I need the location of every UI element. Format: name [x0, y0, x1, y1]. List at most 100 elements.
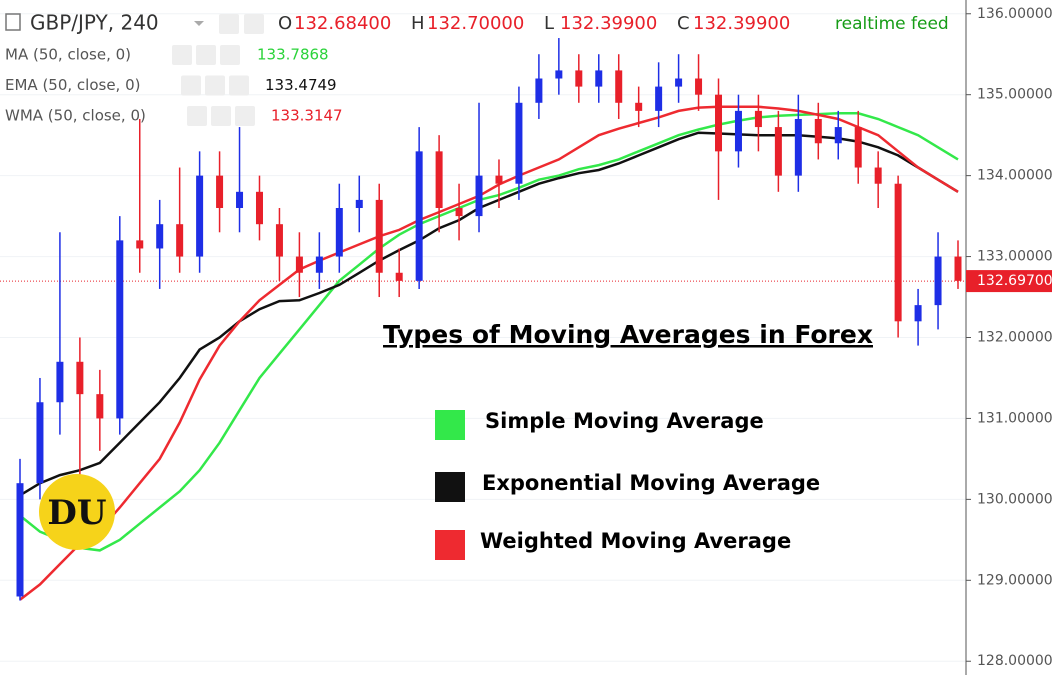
- logo-text: DU: [47, 493, 106, 533]
- feed-label: realtime feed: [835, 14, 949, 34]
- ohlc-value: 132.39900: [693, 13, 790, 34]
- candle-body: [555, 70, 563, 79]
- candle-body: [156, 224, 164, 249]
- y-tick-label: 134.00000: [977, 168, 1052, 184]
- candle-body: [734, 110, 742, 152]
- ohlc-label: C: [677, 13, 690, 34]
- candle-body: [834, 127, 842, 144]
- candle-body: [715, 94, 723, 152]
- candle-body: [695, 78, 703, 95]
- candle-body: [615, 70, 623, 103]
- ma-line: [19, 112, 959, 552]
- eye-icon[interactable]: [219, 14, 239, 34]
- indicator-name: WMA (50, close, 0): [5, 107, 146, 125]
- legend-label: Weighted Moving Average: [480, 529, 791, 553]
- indicator-reading: 133.4749: [265, 76, 337, 94]
- candle-body: [635, 102, 643, 111]
- candle-body: [655, 86, 663, 111]
- candle-body: [515, 102, 523, 184]
- price-axis: 128.00000 129.00000 130.00000 131.00000 132.…: [966, 6, 1052, 669]
- candle-body: [495, 175, 503, 184]
- candle-body: [794, 118, 802, 176]
- candle-body: [575, 70, 583, 87]
- candle-body: [914, 305, 922, 322]
- indicator-icon[interactable]: [211, 106, 231, 126]
- indicator-icon[interactable]: [205, 75, 225, 96]
- candle-body: [136, 240, 144, 249]
- candle-body: [56, 361, 64, 403]
- chart-title: Types of Moving Averages in Forex: [383, 320, 873, 349]
- indicator-icon[interactable]: [235, 106, 255, 126]
- candle-body: [375, 199, 383, 273]
- ohlc-value: 132.68400: [294, 13, 391, 34]
- ohlc-label: O: [278, 13, 292, 34]
- indicator-icon[interactable]: [196, 45, 216, 65]
- candle-body: [934, 256, 942, 306]
- dropdown-arrow[interactable]: [194, 21, 204, 26]
- symbol: GBP/JPY, 240: [30, 11, 159, 35]
- legend-swatch: [435, 410, 465, 440]
- y-tick-label: 131.00000: [977, 410, 1052, 426]
- candle-body: [415, 151, 423, 281]
- header: GBP/JPY, 240 realtime feed O 132.68400 H 13…: [5, 11, 949, 35]
- candle-body: [854, 127, 862, 168]
- legend-label: Simple Moving Average: [485, 409, 764, 433]
- indicator-icon[interactable]: [172, 45, 192, 65]
- candle-body: [874, 167, 882, 184]
- collapse-icon[interactable]: [5, 13, 21, 31]
- candle-body: [595, 70, 603, 87]
- candle-body: [814, 118, 822, 144]
- indicator-name: EMA (50, close, 0): [5, 76, 141, 94]
- candle-body: [236, 191, 244, 209]
- indicator-reading: 133.7868: [257, 46, 329, 64]
- candle-body: [36, 402, 44, 484]
- y-tick-label: 130.00000: [977, 491, 1052, 507]
- candle-body: [255, 191, 263, 225]
- y-tick-label: 136.00000: [977, 6, 1052, 22]
- candle-body: [76, 361, 84, 395]
- candle-body: [894, 183, 902, 322]
- ohlc-label: H: [411, 13, 425, 34]
- candle-body: [535, 78, 543, 103]
- candle-body: [754, 110, 762, 128]
- ohlc-value: 132.39900: [560, 13, 657, 34]
- y-tick-label: 128.00000: [977, 653, 1052, 669]
- legend: Simple Moving Average Exponential Moving …: [435, 409, 820, 560]
- indicator-icon[interactable]: [181, 75, 201, 96]
- candle-body: [675, 78, 683, 87]
- candle-body: [315, 256, 323, 273]
- candles: [16, 38, 962, 601]
- candle-body: [355, 199, 363, 209]
- candle-body: [116, 240, 124, 419]
- ma-line: [19, 105, 959, 601]
- candle-body: [774, 127, 782, 176]
- y-tick-label: 129.00000: [977, 572, 1052, 588]
- indicator-name: MA (50, close, 0): [5, 46, 131, 64]
- candle-body: [196, 175, 204, 257]
- candle-body: [435, 151, 443, 209]
- logo-circle: [39, 474, 115, 550]
- candle-body: [954, 256, 962, 281]
- settings-icon[interactable]: [244, 14, 264, 34]
- last-price-box: [966, 270, 1052, 293]
- candle-body: [16, 483, 24, 597]
- legend-label: Exponential Moving Average: [482, 471, 820, 495]
- indicator-icon[interactable]: [220, 45, 240, 65]
- indicator-icon[interactable]: [187, 106, 207, 126]
- last-price-label: 132.69700: [977, 273, 1052, 289]
- candle-body: [216, 175, 224, 209]
- indicator-icon[interactable]: [229, 75, 249, 96]
- logo: DU: [39, 474, 115, 550]
- indicator-rows: MA (50, close, 0) 133.7868 EMA (50, close,…: [5, 45, 343, 126]
- grid: [0, 13, 966, 662]
- candle-body: [275, 224, 283, 257]
- ohlc-value: 132.70000: [427, 13, 524, 34]
- ohlc-label: L: [544, 13, 554, 34]
- candle-body: [96, 394, 104, 419]
- candle-body: [295, 256, 303, 273]
- legend-swatch: [435, 472, 465, 502]
- legend-swatch: [435, 530, 465, 560]
- candle-body: [335, 208, 343, 257]
- indicator-reading: 133.3147: [271, 107, 343, 125]
